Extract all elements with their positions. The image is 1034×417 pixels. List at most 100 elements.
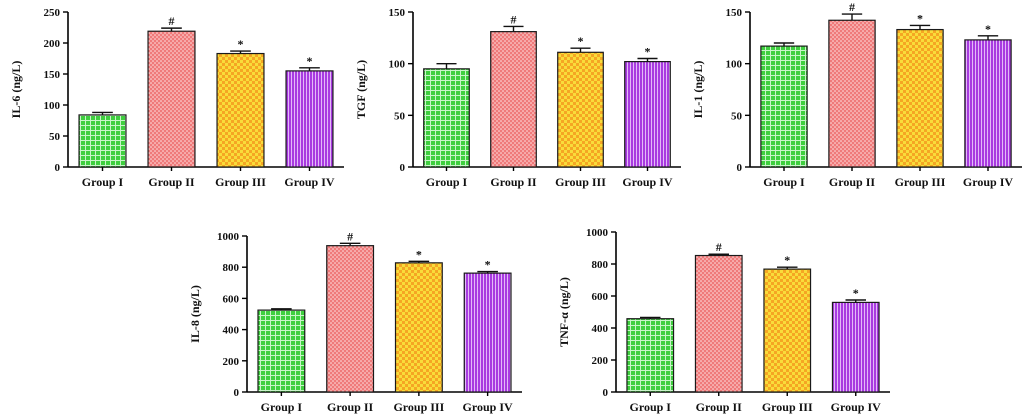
error-bar [977, 35, 999, 40]
y-axis-title: TGF (ng/L) [354, 60, 368, 119]
bar-group-iv [463, 272, 512, 393]
y-axis-title: IL-8 (ng/L) [188, 285, 202, 343]
y-tick-label: 0 [234, 387, 240, 399]
y-tick-label: 600 [223, 293, 240, 305]
error-bar [161, 27, 182, 32]
bar-group-ii [147, 30, 196, 168]
y-tick-label: 100 [44, 100, 61, 112]
error-bar [92, 111, 113, 115]
bar-group-i [423, 68, 470, 168]
bar-group-iv [964, 39, 1012, 168]
bar-group-iii [557, 51, 604, 168]
bar-group-i [626, 318, 675, 393]
category-label: Group II [327, 400, 373, 414]
y-tick-label: 800 [223, 262, 240, 274]
significance-marker: * [917, 11, 923, 25]
y-axis-title: IL-1 (ng/L) [691, 61, 705, 119]
significance-marker: # [347, 229, 353, 243]
significance-marker: * [307, 54, 313, 68]
error-bar [339, 242, 361, 246]
category-label: Group II [490, 175, 536, 189]
significance-marker: # [716, 240, 722, 254]
category-label: Group II [148, 175, 194, 189]
bar-group-iii [216, 52, 265, 168]
category-label: Group IV [831, 400, 881, 414]
category-label: Group III [555, 175, 606, 189]
y-axis-title: TNF-α (ng/L) [557, 277, 571, 347]
chart-tgf: 0 50 100 150 TGF (ng/L) Group I # Group II * Grou… [354, 7, 681, 189]
bar-group-ii [694, 254, 743, 393]
y-axis-title: IL-6 (ng/L) [9, 61, 23, 119]
error-bar [408, 260, 430, 263]
significance-marker: * [578, 34, 584, 48]
y-tick-label: 400 [592, 323, 609, 335]
category-label: Group III [762, 400, 813, 414]
error-bar [640, 316, 661, 319]
y-tick-label: 1000 [217, 231, 240, 243]
bar-group-i [78, 114, 127, 168]
y-tick-label: 100 [389, 59, 406, 71]
y-tick-label: 100 [726, 59, 743, 71]
error-bar [436, 62, 457, 69]
error-bar [845, 299, 866, 303]
y-tick-label: 800 [592, 259, 609, 271]
category-label: Group I [426, 175, 468, 189]
error-bar [708, 253, 729, 256]
error-bar [299, 67, 320, 71]
error-bar [777, 266, 798, 270]
category-label: Group II [829, 175, 875, 189]
y-tick-label: 50 [394, 110, 406, 122]
bar-group-iv [831, 301, 880, 393]
significance-marker: * [485, 258, 491, 272]
y-tick-label: 0 [55, 162, 61, 174]
category-label: Group IV [284, 175, 334, 189]
y-tick-label: 0 [400, 162, 406, 174]
significance-marker: * [416, 247, 422, 261]
category-label: Group I [82, 175, 124, 189]
bar-group-iii [394, 262, 443, 393]
error-bar [773, 42, 795, 47]
category-label: Group III [215, 175, 266, 189]
significance-marker: * [853, 286, 859, 300]
chart-il8: 0 200 400 600 800 1000 IL-8 (ng/L) Group I # Grou… [188, 229, 522, 414]
chart-il1: 0 50 100 150 IL-1 (ng/L) Group I # Group II * Gro… [691, 0, 1022, 189]
significance-marker: # [511, 12, 517, 26]
y-tick-label: 250 [44, 7, 61, 19]
category-label: Group IV [963, 175, 1013, 189]
y-tick-label: 200 [592, 355, 609, 367]
y-tick-label: 150 [389, 7, 406, 19]
category-label: Group IV [622, 175, 672, 189]
y-tick-label: 50 [49, 131, 61, 143]
error-bar [909, 24, 931, 30]
y-tick-label: 200 [44, 38, 61, 50]
significance-marker: * [985, 22, 991, 36]
bar-group-iii [896, 28, 944, 168]
category-label: Group I [763, 175, 805, 189]
error-bar [230, 50, 251, 54]
error-bar [477, 270, 498, 274]
error-bar [841, 13, 863, 21]
category-label: Group I [261, 400, 303, 414]
error-bar [637, 57, 658, 62]
bar-group-ii [490, 31, 537, 168]
significance-marker: * [645, 45, 651, 59]
bar-group-i [760, 45, 808, 168]
bar-group-iii [763, 268, 812, 393]
significance-marker: # [849, 0, 855, 14]
category-label: Group III [895, 175, 946, 189]
bar-group-iv [624, 60, 671, 168]
chart-il6: 0 50 100 150 200 250 IL-6 (ng/L) Group I # Group … [9, 7, 344, 189]
error-bar [570, 47, 591, 53]
y-tick-label: 200 [223, 356, 240, 368]
y-tick-label: 50 [731, 110, 743, 122]
y-tick-label: 1000 [586, 227, 609, 239]
category-label: Group II [696, 400, 742, 414]
chart-tnfa: 0 200 400 600 800 1000 TNF-α (ng/L) Group I # Gro… [557, 227, 890, 414]
bar-group-i [257, 309, 306, 393]
y-tick-label: 0 [603, 387, 609, 399]
category-label: Group IV [463, 400, 513, 414]
error-bar [503, 25, 524, 32]
significance-marker: # [169, 14, 175, 28]
bar-group-iv [285, 70, 334, 168]
